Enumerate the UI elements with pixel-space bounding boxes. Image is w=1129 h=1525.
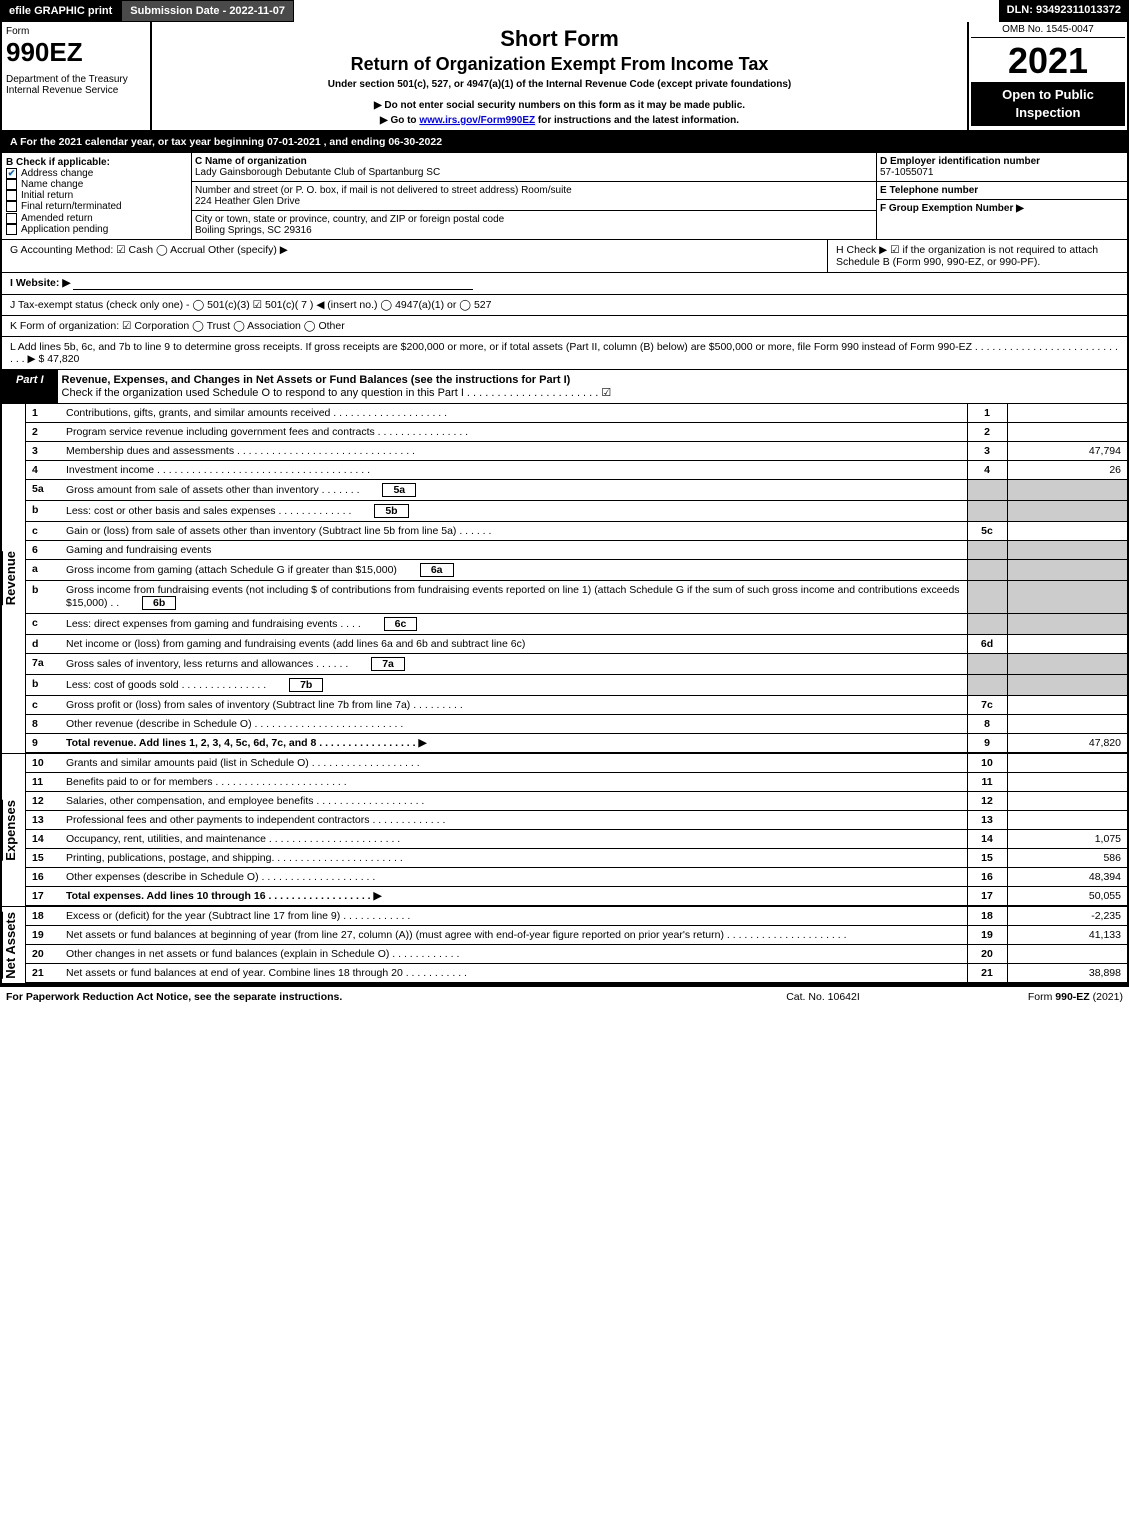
part1-title: Revenue, Expenses, and Changes in Net As… xyxy=(58,370,1127,403)
note-goto: ▶ Go to www.irs.gov/Form990EZ for instru… xyxy=(156,115,963,126)
irs-link[interactable]: www.irs.gov/Form990EZ xyxy=(419,115,535,126)
d-ein-label: D Employer identification number xyxy=(880,156,1040,167)
section-b-label: B Check if applicable: xyxy=(6,157,187,168)
section-l-text: L Add lines 5b, 6c, and 7b to line 9 to … xyxy=(10,341,1118,365)
omb-number: OMB No. 1545-0047 xyxy=(971,24,1125,38)
line-1: 1Contributions, gifts, grants, and simil… xyxy=(26,404,1127,423)
line-21: 21Net assets or fund balances at end of … xyxy=(26,964,1127,983)
line-13: 13Professional fees and other payments t… xyxy=(26,811,1127,830)
d-ein-value: 57-1055071 xyxy=(880,167,933,178)
line-10: 10Grants and similar amounts paid (list … xyxy=(26,754,1127,773)
revenue-table: 1Contributions, gifts, grants, and simil… xyxy=(26,404,1127,753)
top-bar: efile GRAPHIC print Submission Date - 20… xyxy=(0,0,1129,22)
title-short-form: Short Form xyxy=(156,26,963,52)
line-6: 6Gaming and fundraising events xyxy=(26,541,1127,560)
header-center: Short Form Return of Organization Exempt… xyxy=(152,22,967,130)
c-city-label: City or town, state or province, country… xyxy=(195,214,504,225)
net-assets-table: 18Excess or (deficit) for the year (Subt… xyxy=(26,907,1127,983)
section-l-value: 47,820 xyxy=(47,353,79,365)
line-6b: bGross income from fundraising events (n… xyxy=(26,581,1127,614)
line-15: 15Printing, publications, postage, and s… xyxy=(26,849,1127,868)
vtab-expenses: Expenses xyxy=(2,800,25,861)
part1-label: Part I xyxy=(2,370,58,403)
chk-initial-return[interactable]: Initial return xyxy=(6,190,187,201)
org-city: Boiling Springs, SC 29316 xyxy=(195,225,312,236)
line-9: 9Total revenue. Add lines 1, 2, 3, 4, 5c… xyxy=(26,734,1127,753)
form-number: 990EZ xyxy=(6,37,146,68)
subtext-under-section: Under section 501(c), 527, or 4947(a)(1)… xyxy=(156,79,963,90)
chk-application-pending[interactable]: Application pending xyxy=(6,224,187,235)
line-6d: dNet income or (loss) from gaming and fu… xyxy=(26,635,1127,654)
f-group-label: F Group Exemption Number ▶ xyxy=(880,203,1024,214)
line-8: 8Other revenue (describe in Schedule O) … xyxy=(26,715,1127,734)
vtab-revenue: Revenue xyxy=(2,551,25,605)
line-19: 19Net assets or fund balances at beginni… xyxy=(26,926,1127,945)
line-4: 4Investment income . . . . . . . . . . .… xyxy=(26,461,1127,480)
info-grid: B Check if applicable: Address change Na… xyxy=(0,153,1129,240)
chk-amended-return[interactable]: Amended return xyxy=(6,213,187,224)
e-phone-label: E Telephone number xyxy=(880,185,978,196)
part1-subtitle: Check if the organization used Schedule … xyxy=(62,387,612,399)
section-j: J Tax-exempt status (check only one) - ◯… xyxy=(0,295,1129,316)
form-word: Form xyxy=(6,26,146,37)
line-5b: bLess: cost or other basis and sales exp… xyxy=(26,501,1127,522)
org-street: 224 Heather Glen Drive xyxy=(195,196,300,207)
tax-year: 2021 xyxy=(971,40,1125,82)
line-17: 17Total expenses. Add lines 10 through 1… xyxy=(26,887,1127,906)
page-footer: For Paperwork Reduction Act Notice, see … xyxy=(0,985,1129,1007)
section-c: C Name of organization Lady Gainsborough… xyxy=(192,153,877,239)
line-14: 14Occupancy, rent, utilities, and mainte… xyxy=(26,830,1127,849)
expenses-table: 10Grants and similar amounts paid (list … xyxy=(26,754,1127,906)
line-7b: bLess: cost of goods sold . . . . . . . … xyxy=(26,675,1127,696)
header-right: OMB No. 1545-0047 2021 Open to Public In… xyxy=(967,22,1127,130)
submission-date-button[interactable]: Submission Date - 2022-11-07 xyxy=(121,0,294,22)
line-5c: cGain or (loss) from sale of assets othe… xyxy=(26,522,1127,541)
title-return: Return of Organization Exempt From Incom… xyxy=(156,54,963,75)
c-addr-label: Number and street (or P. O. box, if mail… xyxy=(195,185,572,196)
section-k: K Form of organization: ☑ Corporation ◯ … xyxy=(0,316,1129,337)
footer-catno: Cat. No. 10642I xyxy=(723,991,923,1003)
chk-final-return[interactable]: Final return/terminated xyxy=(6,201,187,212)
line-6c: cLess: direct expenses from gaming and f… xyxy=(26,614,1127,635)
line-5a: 5aGross amount from sale of assets other… xyxy=(26,480,1127,501)
chk-address-change[interactable]: Address change xyxy=(6,168,187,179)
note-ssn: ▶ Do not enter social security numbers o… xyxy=(156,100,963,111)
line-16: 16Other expenses (describe in Schedule O… xyxy=(26,868,1127,887)
topbar-spacer xyxy=(294,0,999,22)
dept-label: Department of the Treasury Internal Reve… xyxy=(6,74,146,96)
line-7a: 7aGross sales of inventory, less returns… xyxy=(26,654,1127,675)
line-6a: aGross income from gaming (attach Schedu… xyxy=(26,560,1127,581)
section-b: B Check if applicable: Address change Na… xyxy=(2,153,192,239)
org-name: Lady Gainsborough Debutante Club of Spar… xyxy=(195,167,440,178)
line-7c: cGross profit or (loss) from sales of in… xyxy=(26,696,1127,715)
section-de: D Employer identification number 57-1055… xyxy=(877,153,1127,239)
open-to-public-badge: Open to Public Inspection xyxy=(971,82,1125,126)
expenses-section: Expenses 10Grants and similar amounts pa… xyxy=(0,753,1129,906)
footer-paperwork: For Paperwork Reduction Act Notice, see … xyxy=(6,991,723,1003)
net-assets-section: Net Assets 18Excess or (deficit) for the… xyxy=(0,906,1129,985)
section-a: A For the 2021 calendar year, or tax yea… xyxy=(0,132,1129,153)
website-label: I Website: ▶ xyxy=(10,277,70,289)
dln-label: DLN: 93492311013372 xyxy=(999,0,1129,22)
chk-name-change[interactable]: Name change xyxy=(6,179,187,190)
section-g: G Accounting Method: ☑ Cash ◯ Accrual Ot… xyxy=(2,240,827,272)
row-gh: G Accounting Method: ☑ Cash ◯ Accrual Ot… xyxy=(0,240,1129,273)
efile-button[interactable]: efile GRAPHIC print xyxy=(0,0,121,22)
vtab-net-assets: Net Assets xyxy=(2,912,25,979)
form-header: Form 990EZ Department of the Treasury In… xyxy=(0,22,1129,132)
line-11: 11Benefits paid to or for members . . . … xyxy=(26,773,1127,792)
line-2: 2Program service revenue including gover… xyxy=(26,423,1127,442)
c-name-label: C Name of organization xyxy=(195,156,307,167)
line-20: 20Other changes in net assets or fund ba… xyxy=(26,945,1127,964)
line-12: 12Salaries, other compensation, and empl… xyxy=(26,792,1127,811)
line-18: 18Excess or (deficit) for the year (Subt… xyxy=(26,907,1127,926)
header-left: Form 990EZ Department of the Treasury In… xyxy=(2,22,152,130)
revenue-section: Revenue 1Contributions, gifts, grants, a… xyxy=(0,404,1129,753)
section-i: I Website: ▶ xyxy=(0,273,1129,295)
footer-formref: Form 990-EZ (2021) xyxy=(923,991,1123,1003)
part1-bar: Part I Revenue, Expenses, and Changes in… xyxy=(0,370,1129,404)
line-3: 3Membership dues and assessments . . . .… xyxy=(26,442,1127,461)
section-l: L Add lines 5b, 6c, and 7b to line 9 to … xyxy=(0,337,1129,370)
section-h: H Check ▶ ☑ if the organization is not r… xyxy=(827,240,1127,272)
